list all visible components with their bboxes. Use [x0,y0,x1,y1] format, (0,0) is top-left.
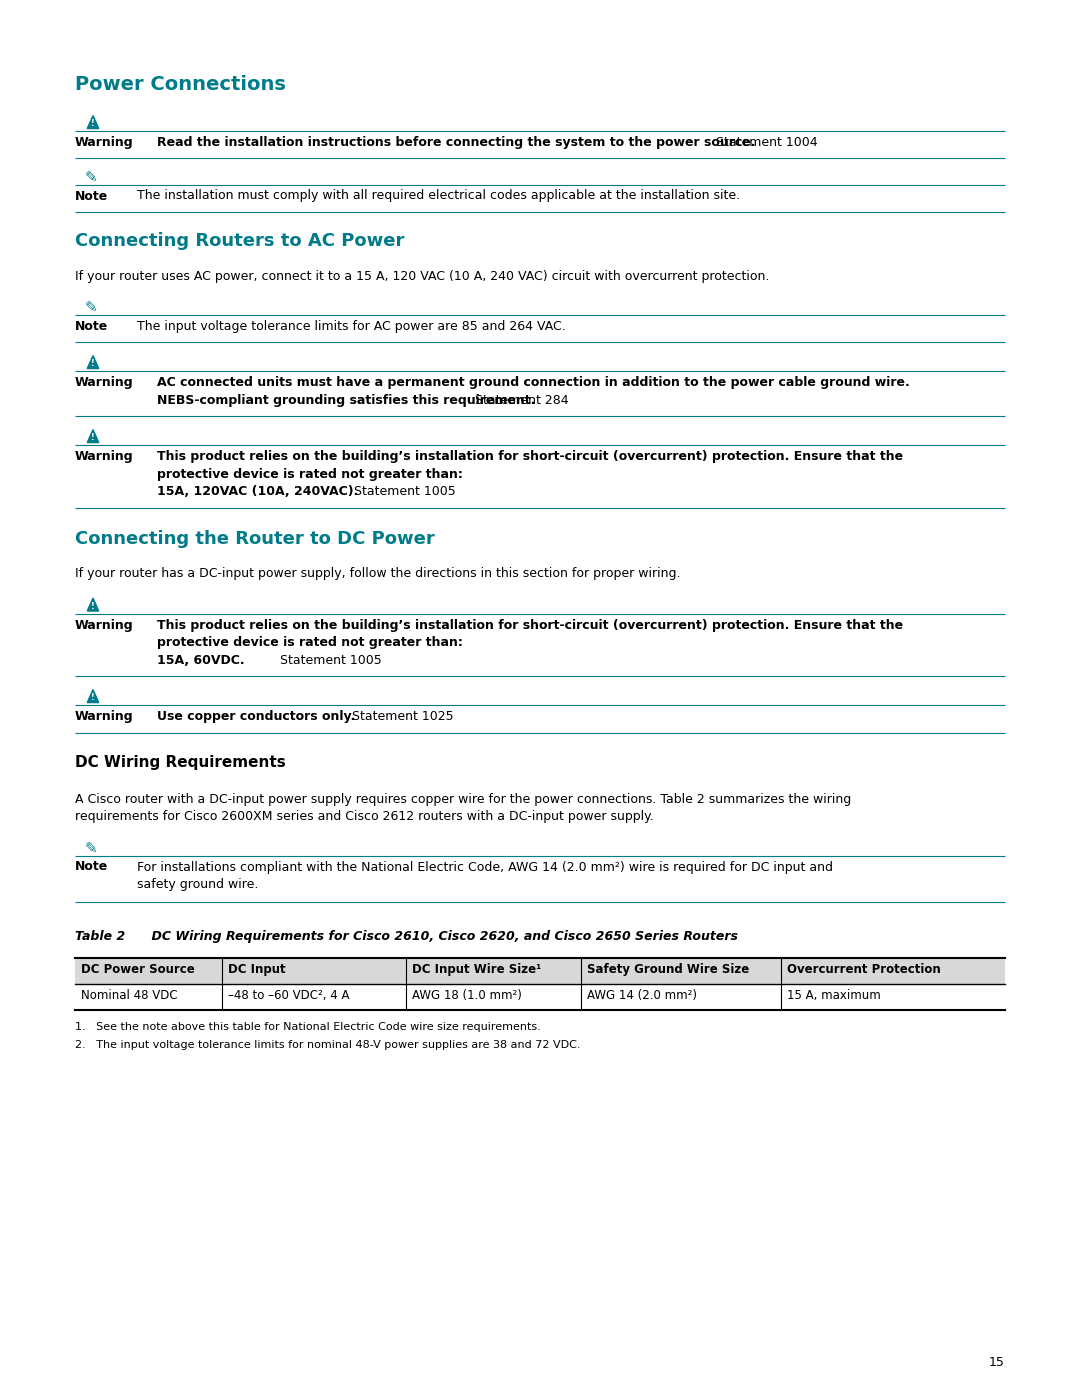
Text: 15A, 60VDC.: 15A, 60VDC. [157,654,245,666]
Text: requirements for Cisco 2600XM series and Cisco 2612 routers with a DC-input powe: requirements for Cisco 2600XM series and… [75,810,653,823]
Text: !: ! [91,693,95,703]
Text: This product relies on the building’s installation for short-circuit (overcurren: This product relies on the building’s in… [157,619,903,631]
Polygon shape [87,598,98,610]
Text: If your router has a DC-input power supply, follow the directions in this sectio: If your router has a DC-input power supp… [75,567,680,581]
Text: Connecting the Router to DC Power: Connecting the Router to DC Power [75,529,435,548]
Text: Statement 1004: Statement 1004 [712,136,818,149]
Bar [75,958,1005,983]
Text: !: ! [91,119,95,129]
Text: DC Wiring Requirements: DC Wiring Requirements [75,754,286,770]
Text: This product relies on the building’s installation for short-circuit (overcurren: This product relies on the building’s in… [157,450,903,462]
Text: ✎: ✎ [85,300,98,316]
Text: Note: Note [75,320,108,332]
Polygon shape [87,429,98,443]
Text: 15: 15 [989,1356,1005,1369]
Text: Statement 1005: Statement 1005 [276,654,381,666]
Text: 2.   The input voltage tolerance limits for nominal 48-V power supplies are 38 a: 2. The input voltage tolerance limits fo… [75,1039,581,1049]
Text: Safety Ground Wire Size: Safety Ground Wire Size [586,963,750,977]
Text: !: ! [91,602,95,610]
Text: protective device is rated not greater than:: protective device is rated not greater t… [157,468,463,481]
Polygon shape [87,116,98,129]
Text: DC Input Wire Size¹: DC Input Wire Size¹ [413,963,541,977]
Text: ✎: ✎ [85,170,98,184]
Text: 15A, 120VAC (10A, 240VAC).: 15A, 120VAC (10A, 240VAC). [157,485,359,497]
Text: Read the installation instructions before connecting the system to the power sou: Read the installation instructions befor… [157,136,756,149]
Text: A Cisco router with a DC-input power supply requires copper wire for the power c: A Cisco router with a DC-input power sup… [75,792,851,806]
Text: 15 A, maximum: 15 A, maximum [787,989,880,1002]
Text: AC connected units must have a permanent ground connection in addition to the po: AC connected units must have a permanent… [157,376,909,388]
Text: safety ground wire.: safety ground wire. [137,877,258,891]
Text: Note: Note [75,861,108,873]
Text: Warning: Warning [75,136,134,149]
Text: –48 to –60 VDC², 4 A: –48 to –60 VDC², 4 A [228,989,350,1002]
Polygon shape [87,690,98,703]
Text: Statement 284: Statement 284 [471,394,569,407]
Text: The installation must comply with all required electrical codes applicable at th: The installation must comply with all re… [137,190,740,203]
Text: Table 2      DC Wiring Requirements for Cisco 2610, Cisco 2620, and Cisco 2650 S: Table 2 DC Wiring Requirements for Cisco… [75,930,738,943]
Text: Warning: Warning [75,376,134,388]
Text: NEBS-compliant grounding satisfies this requirement.: NEBS-compliant grounding satisfies this … [157,394,536,407]
Text: Note: Note [75,190,108,203]
Text: protective device is rated not greater than:: protective device is rated not greater t… [157,636,463,650]
Text: Use copper conductors only.: Use copper conductors only. [157,710,355,724]
Text: DC Power Source: DC Power Source [81,963,194,977]
Text: 1.   See the note above this table for National Electric Code wire size requirem: 1. See the note above this table for Nat… [75,1023,541,1032]
Polygon shape [87,356,98,369]
Text: !: ! [91,433,95,441]
Text: The input voltage tolerance limits for AC power are 85 and 264 VAC.: The input voltage tolerance limits for A… [137,320,566,332]
Text: AWG 18 (1.0 mm²): AWG 18 (1.0 mm²) [413,989,522,1002]
Text: Power Connections: Power Connections [75,75,286,94]
Text: ✎: ✎ [85,841,98,856]
Text: Warning: Warning [75,619,134,631]
Text: For installations compliant with the National Electric Code, AWG 14 (2.0 mm²) wi: For installations compliant with the Nat… [137,861,833,873]
Text: Warning: Warning [75,450,134,462]
Text: Connecting Routers to AC Power: Connecting Routers to AC Power [75,232,404,250]
Text: Warning: Warning [75,710,134,724]
Text: !: ! [91,359,95,367]
Text: DC Input: DC Input [228,963,285,977]
Text: Nominal 48 VDC: Nominal 48 VDC [81,989,177,1002]
Text: Statement 1005: Statement 1005 [350,485,456,497]
Text: AWG 14 (2.0 mm²): AWG 14 (2.0 mm²) [586,989,697,1002]
Text: Overcurrent Protection: Overcurrent Protection [787,963,941,977]
Text: Statement 1025: Statement 1025 [348,710,454,724]
Text: If your router uses AC power, connect it to a 15 A, 120 VAC (10 A, 240 VAC) circ: If your router uses AC power, connect it… [75,270,769,282]
